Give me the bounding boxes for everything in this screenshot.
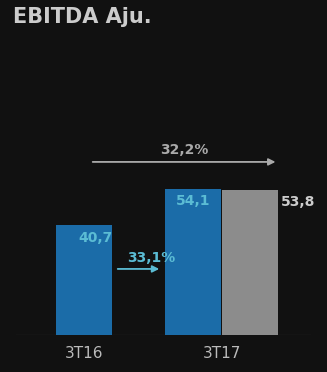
Text: 33,1%: 33,1% [127, 251, 175, 265]
Text: EBITDA Aju.: EBITDA Aju. [13, 7, 152, 28]
Text: 53,8: 53,8 [281, 195, 316, 209]
Text: 40,7: 40,7 [78, 231, 112, 245]
Bar [165, 189, 221, 335]
Text: 3T16: 3T16 [65, 346, 103, 361]
Text: 32,2%: 32,2% [160, 142, 208, 157]
Text: 3T17: 3T17 [202, 346, 241, 361]
Bar [56, 225, 112, 335]
Text: 54,1: 54,1 [176, 194, 210, 208]
Bar [222, 190, 278, 335]
